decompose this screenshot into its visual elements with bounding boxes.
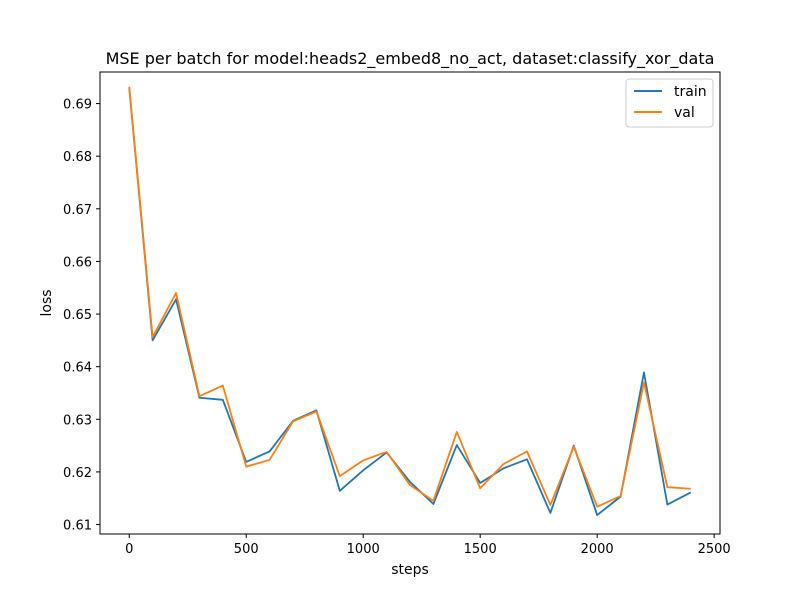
y-tick-label: 0.67 [63,203,92,218]
axis-ticks: 0 500 1000 1500 2000 2500 0.61 0.62 0.63 0.64 0.65… [63,98,731,557]
chart-title: MSE per batch for model:heads2_embed8_no… [106,49,715,69]
x-tick-label: 1000 [347,542,380,557]
x-tick-label: 2000 [581,542,614,557]
x-axis-label: steps [391,562,429,578]
y-tick-label: 0.64 [63,361,92,376]
x-tick-label: 500 [234,542,259,557]
legend: train val [625,78,714,128]
x-tick-label: 1500 [464,542,497,557]
y-tick-label: 0.62 [63,466,92,481]
y-tick-label: 0.68 [63,150,92,165]
x-tick-label: 0 [125,542,133,557]
x-tick-label: 2500 [698,542,731,557]
y-axis-label: loss [39,289,55,316]
y-tick-label: 0.66 [63,255,92,270]
y-tick-label: 0.65 [63,308,92,323]
y-tick-label: 0.61 [63,519,92,534]
y-tick-label: 0.69 [63,98,92,113]
legend-label-val: val [674,105,695,121]
series-line-val [128,86,691,508]
legend-label-train: train [674,84,707,100]
series-lines [128,86,692,516]
y-tick-label: 0.63 [63,413,92,428]
plot-frame [99,71,721,535]
series-line-train [128,87,692,516]
